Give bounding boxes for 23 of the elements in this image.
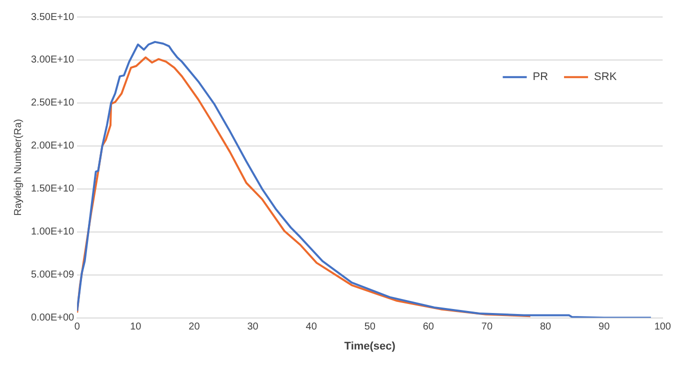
y-tick-label: 1.50E+10 (30, 184, 75, 195)
y-axis-title: Rayleigh Number(Ra) (12, 119, 24, 216)
x-tick-label: 90 (598, 322, 610, 333)
x-tick-label: 10 (130, 322, 142, 333)
x-tick-label: 30 (247, 322, 259, 333)
x-tick-label: 20 (188, 322, 200, 333)
x-tick-label: 50 (364, 322, 376, 333)
y-tick-label: 2.50E+10 (30, 98, 75, 109)
x-tick-label: 70 (481, 322, 493, 333)
y-tick-label: 0.00E+00 (30, 312, 75, 324)
y-tick-label: 3.00E+10 (30, 54, 75, 66)
x-axis-title: Time(sec) (344, 340, 396, 352)
x-tick-label: 60 (422, 322, 434, 333)
x-tick-label: 40 (306, 322, 318, 333)
y-tick-label: 5.00E+09 (30, 270, 75, 281)
y-tick-label: 2.00E+10 (30, 140, 75, 152)
x-tick-label: 0 (74, 322, 80, 333)
y-tick-label: 3.50E+10 (30, 12, 75, 23)
legend-label: PR (532, 71, 548, 84)
x-tick-label: 100 (654, 322, 672, 333)
y-tick-label: 1.00E+10 (30, 226, 75, 238)
legend-label: SRK (594, 71, 618, 84)
x-tick-label: 80 (540, 322, 552, 333)
